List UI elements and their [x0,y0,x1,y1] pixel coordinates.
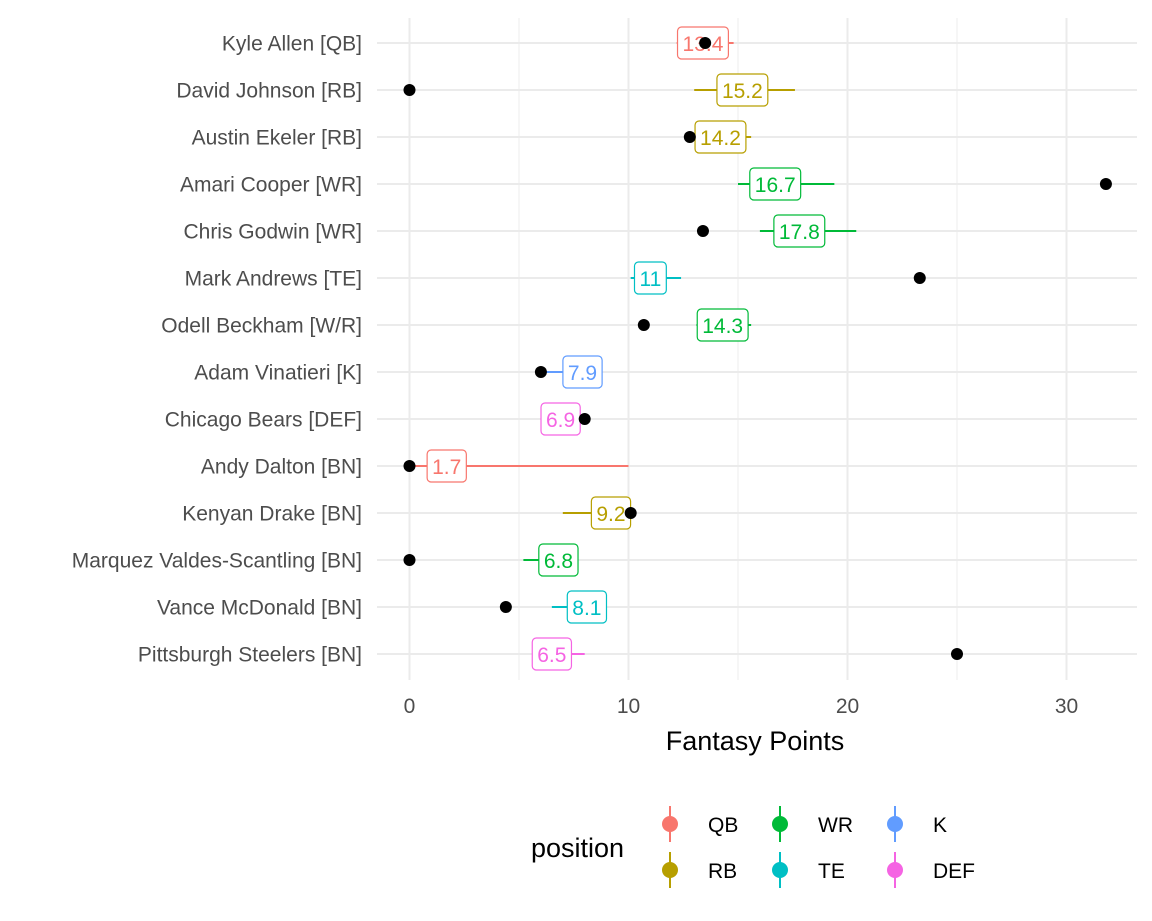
x-tick-label: 30 [1055,695,1078,718]
projection-label-box [633,261,667,295]
actual-point [1099,178,1112,190]
y-tick-label: Pittsburgh Steelers [BN] [138,644,362,667]
projection-label: 9.2 [590,496,632,530]
projection-label-text: 14.2 [700,127,741,150]
projection-label-text: 6.5 [537,644,566,667]
projection-label: 6.5 [531,637,573,671]
projection-label-text: 6.8 [544,550,573,573]
projection-label: 6.8 [538,543,579,577]
projection-label-box [566,590,608,624]
projection-label: 11 [633,261,667,295]
actual-point [403,84,416,96]
actual-point [624,507,637,519]
legend-title: position [531,833,624,863]
y-tick-label: Chris Godwin [WR] [183,221,362,244]
projection-label: 16.7 [749,167,802,201]
projection-labels: 13.415.214.216.717.81114.37.96.91.79.26.… [426,26,826,671]
legend-label: K [933,814,947,837]
legend-entry: K [887,806,947,842]
projection-label-box [749,167,802,201]
range-lines [409,42,857,655]
y-tick-label: Mark Andrews [TE] [185,268,362,291]
y-tick-label: Odell Beckham [W/R] [161,315,362,338]
actual-points [403,37,1112,660]
projection-label-text: 15.2 [722,80,763,103]
legend-label: TE [818,860,845,883]
projection-label-box [696,308,749,342]
legend-key-point [772,816,788,832]
grid-lines [377,18,1137,680]
projection-label-text: 11 [639,268,661,291]
legend-key-point [887,816,903,832]
y-tick-label: Austin Ekeler [RB] [192,127,362,150]
projection-label: 14.3 [696,308,749,342]
projection-label-box [562,355,603,389]
projection-label: 1.7 [426,449,467,483]
legend-key-point [662,816,678,832]
projection-label: 15.2 [716,73,769,107]
projection-label-box [773,214,826,248]
projection-label: 6.9 [540,402,581,436]
y-tick-label: Chicago Bears [DEF] [165,409,362,432]
projection-label-text: 16.7 [755,174,796,197]
projection-label: 8.1 [566,590,608,624]
legend-label: WR [818,814,853,837]
legend: position QB RB WR TE K DEF [531,806,975,888]
projection-label-box [538,543,579,577]
actual-point [499,601,512,613]
y-tick-label: Kenyan Drake [BN] [182,503,362,526]
x-tick-label: 10 [617,695,640,718]
projection-label-box [531,637,573,671]
legend-entry: QB [662,806,738,842]
legend-label: QB [708,814,738,837]
x-tick-labels: 0 10 20 30 [404,695,1079,718]
legend-entry: TE [772,852,845,888]
projection-label-text: 1.7 [432,456,461,479]
actual-point [578,413,591,425]
projection-label-text: 9.2 [596,503,625,526]
projection-label-text: 14.3 [702,315,743,338]
projection-label: 14.2 [694,120,747,154]
y-tick-label: David Johnson [RB] [176,80,362,103]
y-tick-label: Amari Cooper [WR] [180,174,362,197]
actual-point [913,272,926,284]
actual-point [951,648,963,660]
legend-entry: DEF [887,852,975,888]
projection-label: 17.8 [773,214,826,248]
actual-point [699,37,712,49]
actual-point [403,460,416,472]
y-tick-labels: Kyle Allen [QB] David Johnson [RB] Austin … [72,33,362,667]
projection-label-box [716,73,769,107]
projection-label-text: 7.9 [568,362,597,385]
legend-key-point [772,862,788,878]
legend-key-point [887,862,903,878]
legend-label: RB [708,860,737,883]
x-tick-label: 20 [836,695,859,718]
actual-point [637,319,650,331]
projection-label-text: 6.9 [546,409,575,432]
y-tick-label: Vance McDonald [BN] [157,597,362,620]
projection-label: 7.9 [562,355,603,389]
actual-point [534,366,547,378]
y-tick-label: Adam Vinatieri [K] [194,362,362,385]
legend-entry: RB [662,852,737,888]
actual-point [696,225,709,237]
projection-label-box [426,449,467,483]
actual-point [683,131,696,143]
projection-label-text: 17.8 [779,221,820,244]
legend-label: DEF [933,860,975,883]
legend-entry: WR [772,806,853,842]
y-tick-label: Kyle Allen [QB] [222,33,362,56]
x-axis-title: Fantasy Points [666,726,845,756]
x-tick-label: 0 [404,695,416,718]
projection-label-text: 8.1 [572,597,601,620]
y-tick-label: Marquez Valdes-Scantling [BN] [72,550,362,573]
actual-point [403,554,416,566]
y-tick-label: Andy Dalton [BN] [201,456,362,479]
legend-key-point [662,862,678,878]
